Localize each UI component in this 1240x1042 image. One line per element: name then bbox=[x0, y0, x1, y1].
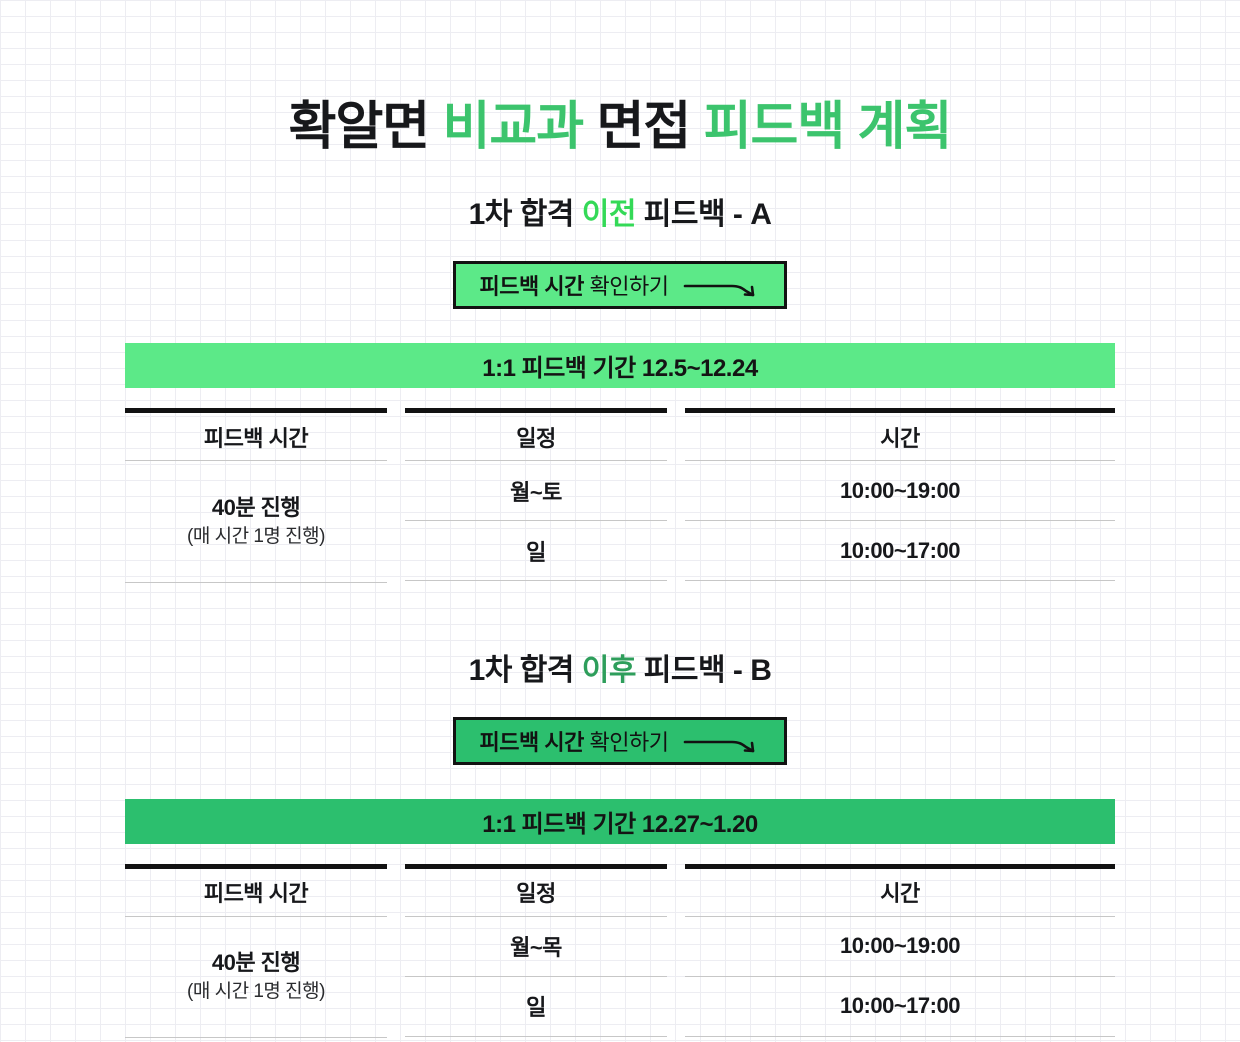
period-banner-b: 1:1 피드백 기간 12.27~1.20 bbox=[125, 798, 1115, 844]
column-header: 피드백 시간 bbox=[125, 869, 387, 917]
period-banner-a: 1:1 피드백 기간 12.5~12.24 bbox=[125, 343, 1115, 388]
section-b-heading: 1차 합격 이후 피드백 - B bbox=[0, 651, 1240, 691]
column-schedule: 일정 월~토 일 bbox=[405, 408, 667, 583]
column-schedule: 일정 월~목 일 bbox=[405, 863, 667, 1039]
page-title: 확알면 비교과 면접 피드백 계획 bbox=[0, 92, 1240, 162]
period-banner-text: 1:1 피드백 기간 12.27~1.20 bbox=[482, 810, 758, 838]
heading-prefix: 1차 합격 bbox=[468, 653, 582, 687]
day-cell: 일 bbox=[405, 977, 667, 1037]
column-feedback-time: 피드백 시간 40분 진행 (매 시간 1명 진행) bbox=[125, 408, 387, 583]
title-text-2: 면접 bbox=[583, 98, 704, 156]
column-header: 일정 bbox=[405, 413, 667, 461]
column-time: 시간 10:00~19:00 10:00~17:00 bbox=[685, 408, 1115, 583]
duration-main: 40분 진행 bbox=[211, 494, 301, 520]
day-cell: 월~토 bbox=[405, 461, 667, 521]
column-header: 일정 bbox=[405, 869, 667, 917]
column-header: 시간 bbox=[685, 869, 1115, 917]
duration-cell: 40분 진행 (매 시간 1명 진행) bbox=[125, 917, 387, 1038]
title-accent-2: 피드백 계획 bbox=[703, 98, 953, 156]
heading-prefix: 1차 합격 bbox=[468, 198, 582, 231]
time-cell: 10:00~19:00 bbox=[685, 917, 1115, 977]
heading-accent: 이후 bbox=[581, 653, 637, 687]
day-cell: 월~목 bbox=[405, 917, 667, 977]
duration-sub: (매 시간 1명 진행) bbox=[187, 525, 325, 547]
column-time: 시간 10:00~19:00 10:00~17:00 bbox=[685, 863, 1115, 1039]
heading-accent: 이전 bbox=[581, 198, 637, 231]
section-a: 1차 합격 이전 피드백 - A 피드백 시간 확인하기 1:1 피드백 기간 … bbox=[0, 195, 1240, 583]
heading-suffix: 피드백 - B bbox=[635, 653, 772, 687]
column-feedback-time: 피드백 시간 40분 진행 (매 시간 1명 진행) bbox=[125, 863, 387, 1038]
period-banner-text: 1:1 피드백 기간 12.5~12.24 bbox=[482, 355, 758, 382]
feedback-time-check-button-a[interactable]: 피드백 시간 확인하기 bbox=[452, 261, 788, 309]
column-header: 시간 bbox=[685, 413, 1115, 461]
time-cell: 10:00~19:00 bbox=[685, 461, 1115, 521]
time-cell: 10:00~17:00 bbox=[685, 977, 1115, 1037]
button-label: 확인하기 bbox=[583, 274, 669, 299]
heading-suffix: 피드백 - A bbox=[635, 198, 772, 231]
duration-main: 40분 진행 bbox=[211, 950, 301, 976]
button-label: 확인하기 bbox=[583, 729, 669, 755]
button-label-bold: 피드백 시간 bbox=[479, 729, 585, 755]
button-label-bold: 피드백 시간 bbox=[479, 274, 585, 299]
section-a-heading: 1차 합격 이전 피드백 - A bbox=[0, 195, 1240, 235]
time-cell: 10:00~17:00 bbox=[685, 521, 1115, 581]
title-text-1: 확알면 bbox=[288, 98, 443, 156]
duration-cell: 40분 진행 (매 시간 1명 진행) bbox=[125, 461, 387, 583]
schedule-table-b: 피드백 시간 40분 진행 (매 시간 1명 진행) 일정 월~목 일 시간 1… bbox=[125, 863, 1115, 1039]
title-accent-1: 비교과 bbox=[442, 98, 585, 156]
arrow-down-right-icon bbox=[684, 284, 755, 297]
feedback-time-check-button-b[interactable]: 피드백 시간 확인하기 bbox=[452, 716, 788, 765]
duration-sub: (매 시간 1명 진행) bbox=[187, 981, 325, 1003]
schedule-table-a: 피드백 시간 40분 진행 (매 시간 1명 진행) 일정 월~토 일 시간 1… bbox=[125, 408, 1115, 583]
section-b: 1차 합격 이후 피드백 - B 피드백 시간 확인하기 1:1 피드백 기간 … bbox=[0, 651, 1240, 1039]
day-cell: 일 bbox=[405, 521, 667, 581]
column-header: 피드백 시간 bbox=[125, 413, 387, 461]
arrow-down-right-icon bbox=[684, 740, 755, 752]
